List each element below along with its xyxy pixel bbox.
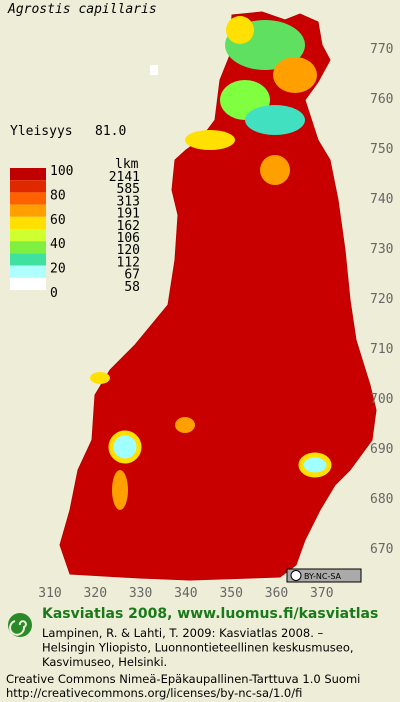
easting-label: 370 xyxy=(310,586,333,601)
citation-line: Lampinen, R. & Lahti, T. 2009: Kasviatla… xyxy=(42,626,324,640)
license-line: http://creativecommons.org/licenses/by-n… xyxy=(6,686,302,700)
legend-swatch xyxy=(10,277,46,290)
legend-count: 313 xyxy=(117,194,140,209)
site-title: Kasviatlas 2008, www.luomus.fi/kasviatla… xyxy=(42,606,378,622)
northing-label: 750 xyxy=(370,142,393,157)
land xyxy=(59,11,377,581)
citation-line: Helsingin Yliopisto, Luonnontieteellinen… xyxy=(42,641,354,655)
legend-scale-label: 60 xyxy=(50,213,66,228)
easting-label: 350 xyxy=(219,586,242,601)
legend-scale-label: 20 xyxy=(50,262,66,277)
northing-label: 680 xyxy=(370,492,393,507)
easting-label: 310 xyxy=(38,586,61,601)
legend-scale-label: 100 xyxy=(50,164,73,179)
legend-swatch xyxy=(10,168,46,181)
patch xyxy=(260,155,290,185)
northing-label: 760 xyxy=(370,92,393,107)
legend-count: 120 xyxy=(117,243,140,258)
patch xyxy=(175,417,195,433)
frequency-value: 81.0 xyxy=(95,124,126,139)
patch xyxy=(150,65,158,75)
legend-count: 585 xyxy=(117,182,140,197)
frequency-label: Yleisyys xyxy=(10,124,73,139)
citation-line: Kasvimuseo, Helsinki. xyxy=(42,655,167,669)
northing-label: 720 xyxy=(370,292,393,307)
legend-count: 191 xyxy=(117,207,140,222)
legend-swatch xyxy=(10,192,46,205)
legend-count: 162 xyxy=(117,219,140,234)
legend-swatch xyxy=(10,216,46,229)
legend-scale-label: 40 xyxy=(50,237,66,252)
legend-count: 67 xyxy=(124,268,140,283)
legend-swatch xyxy=(10,265,46,278)
northing-label: 740 xyxy=(370,192,393,207)
easting-label: 320 xyxy=(84,586,107,601)
northing-label: 690 xyxy=(370,442,393,457)
cc-icon xyxy=(290,570,302,581)
easting-label: 330 xyxy=(129,586,152,601)
legend-swatch xyxy=(10,229,46,242)
logo xyxy=(8,613,32,637)
patch xyxy=(185,130,235,150)
patch xyxy=(298,452,332,478)
legend-count: 58 xyxy=(124,280,140,295)
legend-count: 106 xyxy=(117,231,140,246)
finland-map xyxy=(59,11,377,581)
badge-text: BY-NC-SA xyxy=(304,572,342,581)
northing-label: 700 xyxy=(370,392,393,407)
legend-count: 2141 xyxy=(109,170,140,185)
legend-swatch xyxy=(10,204,46,217)
logo-spiral xyxy=(9,620,27,636)
northing-label: 770 xyxy=(370,42,393,57)
northing-label: 670 xyxy=(370,542,393,557)
northing-label: 730 xyxy=(370,242,393,257)
patch xyxy=(112,470,128,510)
northing-label: 710 xyxy=(370,342,393,357)
species-title: Agrostis capillaris xyxy=(7,2,157,17)
license-badge: BY-NC-SA xyxy=(286,568,362,583)
legend-swatch xyxy=(10,241,46,254)
patch xyxy=(226,16,254,44)
legend-count: 112 xyxy=(117,255,140,270)
count-header: lkm xyxy=(115,157,139,172)
license-line: Creative Commons Nimeä-Epäkaupallinen-Ta… xyxy=(6,672,360,686)
easting-label: 360 xyxy=(265,586,288,601)
patch xyxy=(273,57,317,93)
legend-scale-label: 80 xyxy=(50,188,66,203)
legend-scale-label: 0 xyxy=(50,286,58,301)
legend-swatch xyxy=(10,253,46,266)
badge-box xyxy=(286,568,362,583)
legend-swatch xyxy=(10,180,46,193)
patch xyxy=(245,105,305,135)
patch xyxy=(90,372,110,384)
easting-label: 340 xyxy=(174,586,197,601)
patch xyxy=(108,430,142,464)
